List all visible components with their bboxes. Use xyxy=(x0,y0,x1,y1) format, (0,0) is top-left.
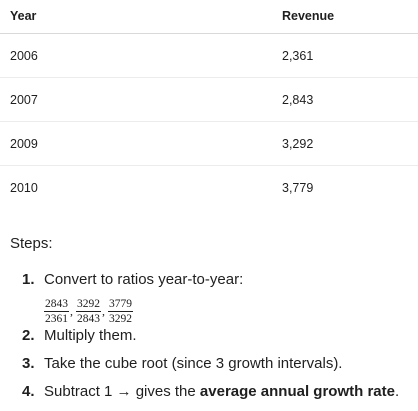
table-row: 2009 3,292 xyxy=(0,122,418,166)
step-number: 4. xyxy=(22,383,35,400)
step-number: 1. xyxy=(22,271,35,288)
step-text: Take the cube root (since 3 growth inter… xyxy=(44,355,343,372)
fraction-numerator: 3779 xyxy=(108,297,133,312)
step-text: Convert to ratios year-to-year: xyxy=(44,271,244,288)
year-cell: 2006 xyxy=(10,49,38,63)
column-header-year: Year xyxy=(10,9,37,23)
steps-heading: Steps: xyxy=(10,235,53,252)
step-text-after: . xyxy=(394,383,400,400)
separator-comma: , xyxy=(102,304,105,318)
revenue-cell: 3,779 xyxy=(282,181,314,195)
year-cell: 2007 xyxy=(10,93,38,107)
year-cell: 2010 xyxy=(10,181,38,195)
ratio-fractions: 2843 2361 , 3292 2843 , 3779 3292 xyxy=(44,296,133,326)
revenue-cell: 3,292 xyxy=(282,137,314,151)
table-row: 2006 2,361 xyxy=(0,34,418,78)
revenue-cell: 2,361 xyxy=(282,49,314,63)
fraction: 3292 2843 xyxy=(76,298,101,325)
table-header-row: Year Revenue xyxy=(0,0,418,34)
fraction: 3779 3292 xyxy=(108,298,133,325)
table-row: 2010 3,779 xyxy=(0,166,418,209)
column-header-revenue: Revenue xyxy=(282,9,335,23)
separator-comma: , xyxy=(70,304,73,318)
step-text: Subtract 1 → gives the average annual gr… xyxy=(44,382,399,402)
fraction-denominator: 2843 xyxy=(77,312,100,325)
fraction-numerator: 2843 xyxy=(44,297,69,312)
revenue-table: Year Revenue 2006 2,361 2007 2,843 2009 … xyxy=(0,0,418,209)
year-cell: 2009 xyxy=(10,137,38,151)
step-number: 3. xyxy=(22,355,35,372)
fraction-denominator: 2361 xyxy=(45,312,68,325)
fraction-numerator: 3292 xyxy=(76,297,101,312)
table-row: 2007 2,843 xyxy=(0,78,418,122)
step-text: Multiply them. xyxy=(44,327,137,344)
revenue-cell: 2,843 xyxy=(282,93,314,107)
step-text-emphasis: average annual growth rate xyxy=(199,383,395,400)
fraction-denominator: 3292 xyxy=(109,312,132,325)
fraction: 2843 2361 xyxy=(44,298,69,325)
step-text-before: Subtract 1 → gives the xyxy=(44,383,200,400)
step-number: 2. xyxy=(22,327,35,344)
